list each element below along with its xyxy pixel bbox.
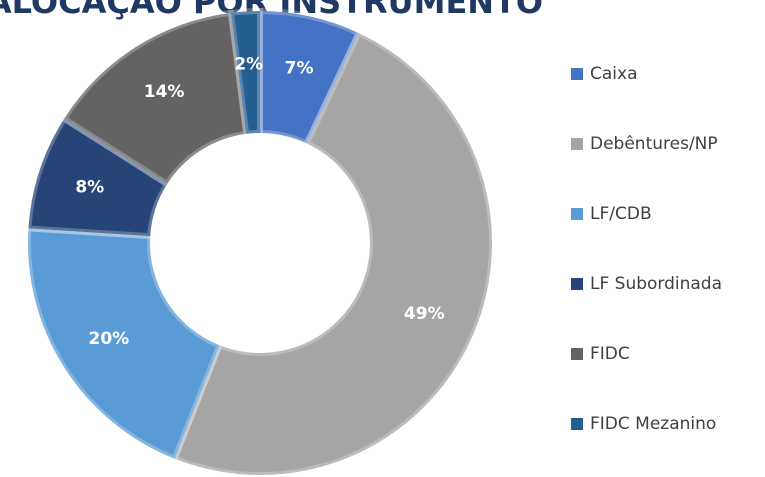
legend-swatch: [571, 138, 583, 150]
data-label: 14%: [144, 82, 185, 102]
legend-label: LF/CDB: [590, 204, 652, 224]
data-label: 2%: [234, 54, 263, 74]
legend-swatch: [571, 278, 583, 290]
legend-label: FIDC Mezanino: [590, 414, 716, 434]
legend-swatch: [571, 348, 583, 360]
donut-slice: [257, 7, 363, 148]
donut-slice: [25, 225, 224, 463]
legend-label: Debêntures/NP: [590, 134, 718, 154]
data-label: 8%: [75, 178, 104, 198]
data-label: 7%: [285, 58, 314, 78]
legend-label: FIDC: [590, 344, 630, 364]
donut-slice: [25, 114, 172, 240]
legend-label: Caixa: [590, 64, 638, 84]
legend-swatch: [571, 418, 583, 430]
chart-title: ALOCAÇÃO POR INSTRUMENTO: [0, 0, 543, 21]
data-label: 20%: [89, 329, 130, 349]
legend-swatch: [571, 208, 583, 220]
legend-label: LF Subordinada: [590, 274, 722, 294]
legend-swatch: [571, 68, 583, 80]
data-label: 49%: [404, 304, 445, 324]
donut-slice: [227, 7, 263, 138]
donut-slice: [59, 9, 250, 189]
donut-slice: [170, 29, 495, 477]
